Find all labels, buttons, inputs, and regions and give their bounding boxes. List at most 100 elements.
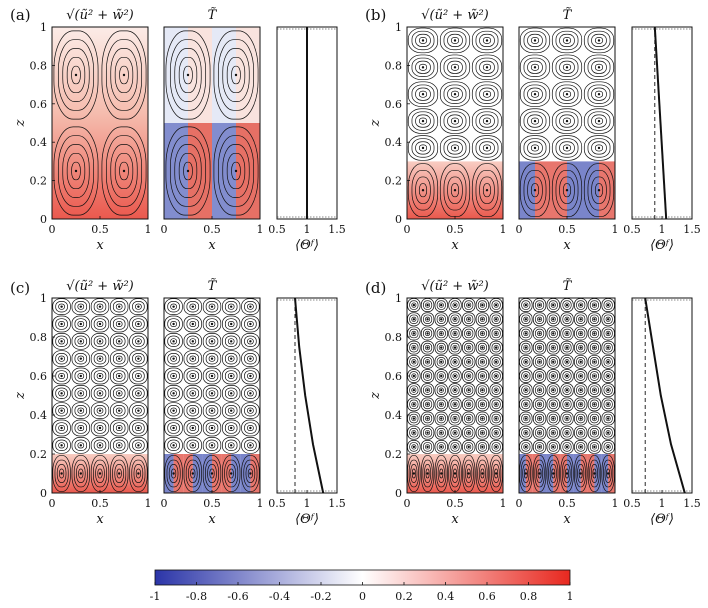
- streamline: [560, 397, 574, 412]
- streamline: [565, 468, 569, 479]
- streamline: [415, 141, 431, 155]
- streamline: [589, 328, 599, 339]
- streamline: [551, 135, 583, 161]
- vortex-center: [579, 472, 582, 475]
- vortex-center: [565, 417, 569, 420]
- streamline: [519, 425, 533, 440]
- solid-profile-line: [653, 26, 668, 220]
- streamline: [562, 314, 572, 324]
- vortex-center: [440, 318, 443, 321]
- streamline: [537, 316, 543, 322]
- streamline: [576, 314, 586, 324]
- temp-fill: [173, 454, 184, 493]
- streamline: [169, 39, 207, 111]
- streamline: [462, 383, 476, 398]
- streamline: [548, 442, 558, 452]
- streamline: [527, 33, 543, 47]
- streamline: [491, 328, 501, 339]
- vortex-center: [412, 417, 416, 420]
- streamline: [62, 48, 90, 102]
- streamline: [189, 442, 197, 449]
- streamline: [409, 428, 419, 438]
- vortex-center: [412, 360, 416, 364]
- vortex-center: [118, 444, 121, 447]
- streamline: [562, 357, 572, 367]
- x-tick-label: 1.5: [328, 223, 346, 236]
- streamline: [594, 90, 604, 98]
- x-tick-label: 0.5: [203, 497, 221, 510]
- streamline: [475, 369, 490, 383]
- streamline: [131, 459, 146, 488]
- streamline: [227, 424, 235, 432]
- streamline: [537, 430, 543, 436]
- streamline: [482, 144, 492, 152]
- vortex-center: [494, 374, 498, 378]
- streamline: [407, 340, 421, 355]
- vortex-center: [137, 357, 140, 360]
- streamline: [189, 338, 197, 345]
- vortex-center: [426, 445, 429, 449]
- streamline: [560, 440, 574, 454]
- profile-panel: 0.5 1 1.5 ⟨Θᶠ⟩: [623, 26, 701, 253]
- streamline: [407, 298, 421, 312]
- vortex-center: [118, 374, 121, 378]
- vortex-center: [552, 472, 555, 475]
- y-tick-label: 0: [40, 213, 47, 226]
- vortex-center: [421, 39, 425, 42]
- x-tick-label: 0.5: [91, 497, 109, 510]
- streamline: [52, 455, 71, 492]
- streamline: [244, 353, 257, 365]
- vortex-center: [552, 403, 555, 406]
- streamline: [475, 84, 499, 104]
- streamline: [58, 390, 65, 397]
- streamline: [493, 387, 499, 393]
- streamline: [448, 440, 462, 454]
- vortex-center: [606, 303, 610, 307]
- streamline: [411, 169, 435, 211]
- streamline: [74, 387, 88, 399]
- streamline: [523, 138, 547, 158]
- streamline: [186, 439, 200, 451]
- streamline: [411, 430, 417, 436]
- streamline: [165, 30, 211, 120]
- vortex-center: [467, 388, 470, 392]
- streamline: [589, 442, 599, 452]
- vortex-center: [453, 374, 457, 378]
- streamline: [71, 161, 81, 181]
- colorbar-tick-label: 0.2: [395, 590, 413, 603]
- streamline: [489, 340, 503, 355]
- streamline: [90, 419, 110, 437]
- vortex-center: [440, 445, 443, 449]
- vortex-center: [485, 66, 489, 69]
- streamline: [96, 320, 104, 328]
- vortex-center: [453, 66, 457, 69]
- streamline: [532, 326, 547, 341]
- streamline: [135, 303, 142, 310]
- streamline: [423, 413, 433, 424]
- vortex-center: [485, 119, 489, 123]
- streamline: [409, 314, 419, 324]
- vortex-center: [565, 189, 569, 192]
- x-tick-label: 1: [500, 497, 507, 510]
- streamline: [534, 459, 545, 488]
- vortex-center: [440, 472, 443, 475]
- streamline: [466, 316, 472, 322]
- field-content: [52, 298, 148, 493]
- streamline: [423, 385, 433, 395]
- streamline: [532, 425, 547, 440]
- streamline: [578, 302, 584, 308]
- streamline: [434, 312, 448, 327]
- streamline: [477, 357, 487, 367]
- streamline: [244, 318, 257, 330]
- streamline: [537, 330, 543, 336]
- streamline: [587, 455, 602, 492]
- y-tick-label: 0: [40, 487, 47, 500]
- vortex-center: [481, 332, 484, 335]
- vortex-center: [552, 431, 555, 434]
- vortex-center: [597, 189, 601, 192]
- streamline: [52, 385, 71, 402]
- streamline: [464, 342, 474, 353]
- vortex-center: [565, 146, 569, 150]
- vortex-center: [172, 392, 175, 395]
- vortex-center: [593, 332, 596, 335]
